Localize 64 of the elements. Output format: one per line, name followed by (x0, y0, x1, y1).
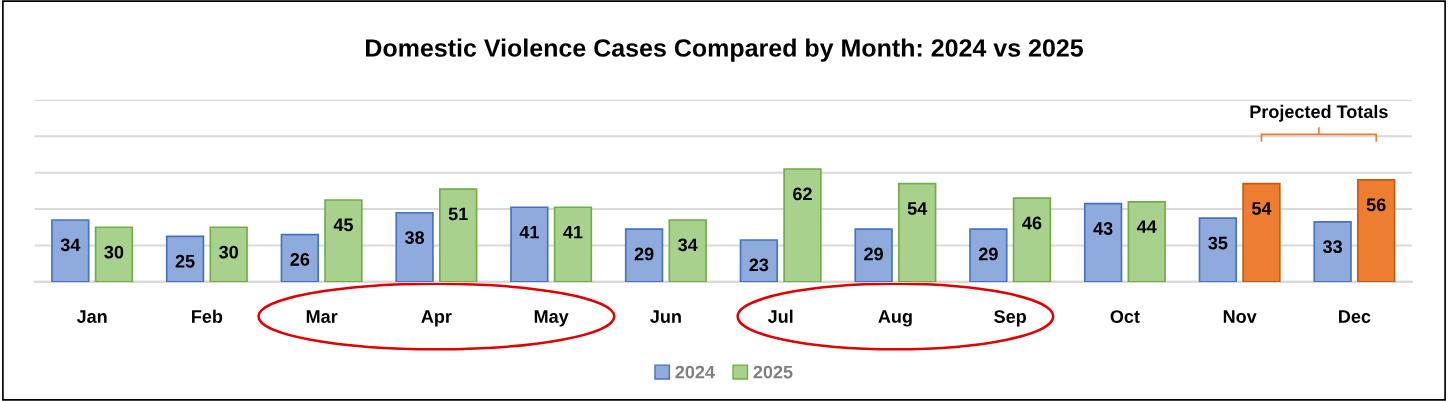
bar (94, 226, 134, 282)
bar (898, 182, 937, 282)
data-label: 35 (1208, 236, 1228, 250)
bar (1198, 217, 1238, 282)
bar (854, 228, 893, 282)
bar (969, 228, 1008, 282)
bar (438, 188, 478, 282)
bar (783, 168, 822, 282)
data-label: 30 (104, 245, 124, 259)
x-tick-label: May (534, 310, 569, 327)
data-label: 29 (634, 247, 654, 261)
data-label: 29 (864, 247, 883, 261)
bar (51, 219, 90, 282)
data-label: 34 (60, 238, 81, 252)
x-tick-label: Feb (192, 309, 223, 323)
x-tick-label: Sep (994, 310, 1026, 327)
data-label: 41 (519, 225, 539, 239)
x-tick-label: Oct (1110, 310, 1140, 323)
bar (324, 199, 363, 282)
bar (165, 235, 205, 282)
annotation: Projected Totals (1250, 104, 1388, 122)
data-label: 29 (978, 247, 998, 261)
data-label: 26 (290, 253, 310, 266)
data-label: 34 (678, 238, 698, 252)
bar (624, 228, 664, 282)
data-label: 46 (1022, 216, 1042, 230)
x-tick-label: Aug (878, 310, 912, 327)
bar (1083, 202, 1123, 282)
x-tick-label: Jan (76, 310, 107, 323)
data-label: 33 (1322, 240, 1343, 254)
chart-title: Domestic Violence Cases Compared by Month: 2024 vs 2025 (366, 38, 1083, 62)
bar (1242, 182, 1281, 282)
x-tick-label: Mar (306, 310, 338, 323)
bar (668, 219, 707, 282)
data-label: 54 (1251, 202, 1272, 215)
x-tick-label: Dec (1339, 310, 1371, 323)
data-label: 41 (563, 225, 583, 239)
bar (1012, 197, 1052, 282)
data-label: 23 (749, 258, 769, 272)
bar (280, 233, 320, 282)
x-tick-label: Jun (650, 310, 681, 323)
data-label: 51 (448, 207, 468, 221)
x-tick-label: Jul (767, 309, 793, 323)
bar (209, 226, 248, 282)
bar (553, 206, 593, 282)
bar (1357, 179, 1396, 282)
data-label: 62 (793, 187, 812, 201)
bar (1313, 220, 1352, 282)
data-label: 30 (219, 245, 238, 259)
legend-label: 2025 (753, 365, 793, 379)
data-label: 44 (1136, 220, 1157, 233)
data-label: 54 (907, 202, 928, 215)
data-label: 38 (404, 231, 425, 244)
bar (1127, 200, 1166, 282)
data-label: 56 (1366, 198, 1386, 212)
x-tick-label: Nov (1223, 310, 1257, 323)
data-label: 45 (333, 218, 353, 232)
bar (395, 211, 434, 282)
data-label: 25 (175, 254, 195, 268)
x-tick-label: Apr (421, 310, 452, 327)
bar (510, 206, 549, 282)
legend-label: 2024 (675, 365, 715, 379)
data-label: 43 (1093, 222, 1113, 235)
bar (739, 239, 779, 282)
